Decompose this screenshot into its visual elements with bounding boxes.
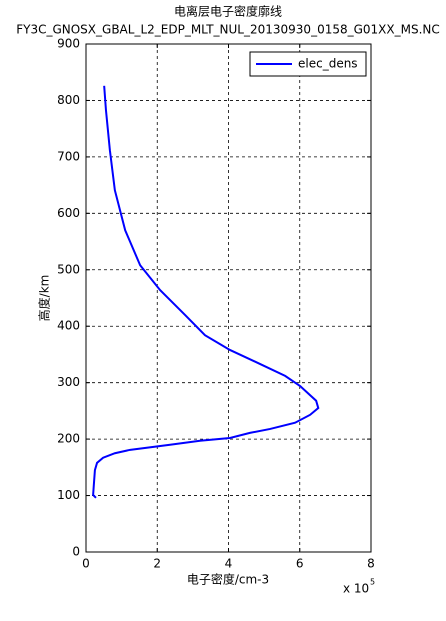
y-tick-label: 600 [57, 206, 80, 220]
x-multiplier-exponent: 5 [370, 578, 375, 587]
y-tick-label: 800 [57, 93, 80, 107]
legend-label: elec_dens [298, 57, 358, 71]
y-tick-label: 500 [57, 262, 80, 276]
x-multiplier: x 10 [343, 582, 369, 596]
data-line [92, 85, 320, 499]
axes-box [85, 43, 372, 553]
x-tick-label: 4 [225, 557, 233, 571]
y-axis-label: 高度/km [37, 275, 52, 322]
x-tick-label: 8 [367, 557, 375, 571]
y-tick-label: 200 [57, 432, 80, 446]
x-tick-label: 0 [82, 557, 90, 571]
x-tick-label: 2 [153, 557, 161, 571]
chart-subtitle: FY3C_GNOSX_GBAL_L2_EDP_MLT_NUL_20130930_… [16, 23, 440, 37]
x-tick-label: 6 [296, 557, 304, 571]
y-tick-label: 900 [57, 37, 80, 51]
y-tick-label: 700 [57, 149, 80, 163]
y-tick-label: 400 [57, 319, 80, 333]
y-tick-label: 300 [57, 375, 80, 389]
y-tick-label: 0 [72, 545, 80, 559]
chart-title: 电离层电子密度廓线 [174, 4, 282, 19]
x-axis-label: 电子密度/cm-3 [187, 572, 269, 587]
y-tick-label: 100 [57, 488, 80, 502]
